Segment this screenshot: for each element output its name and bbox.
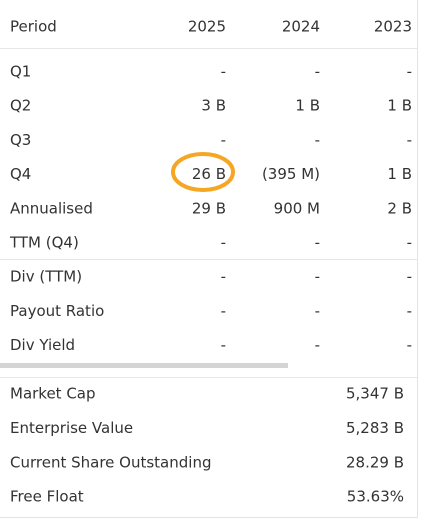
row-label: Q2 [10,97,31,115]
summary-value: 5,283 B [346,419,404,437]
cell-value: - [315,234,320,252]
column-header: Period [10,18,57,36]
cell-value: - [221,336,226,354]
cell-value: - [315,63,320,81]
summary-label: Free Float [10,488,84,506]
summary-value: 28.29 B [346,453,404,471]
cell-value: - [221,131,226,149]
cell-value: - [221,302,226,320]
cell-value: - [221,63,226,81]
summary-label: Current Share Outstanding [10,453,211,471]
cell-value: - [407,131,412,149]
cell-value: - [315,302,320,320]
column-header: 2023 [374,18,412,36]
cell-value: 900 M [274,199,320,217]
column-header: 2024 [282,18,320,36]
cell-value: 2 B [387,199,412,217]
cell-value: 3 B [201,97,226,115]
cell-value: - [221,268,226,286]
highlight-circle [171,152,235,192]
cell-value: - [407,234,412,252]
row-label: TTM (Q4) [9,234,79,252]
cell-value: - [315,336,320,354]
cell-value: 26 B [192,165,226,183]
cell-value: - [221,234,226,252]
row-label: Q3 [10,131,31,149]
summary-label: Market Cap [10,385,96,403]
row-label: Div Yield [10,336,75,354]
cell-value: - [315,268,320,286]
row-label: Div (TTM) [10,268,82,286]
cell-value: - [407,302,412,320]
summary-label: Enterprise Value [10,419,133,437]
cell-value: 1 B [387,97,412,115]
cell-value: - [407,336,412,354]
row-label: Q1 [10,63,31,81]
row-label: Payout Ratio [10,302,104,320]
cell-value: 29 B [192,199,226,217]
scrollbar[interactable] [0,363,288,368]
cell-value: 1 B [387,165,412,183]
summary-value: 5,347 B [346,385,404,403]
cell-value: 1 B [295,97,320,115]
cell-value: - [315,131,320,149]
cell-value: - [407,268,412,286]
row-label: Q4 [10,165,31,183]
cell-value: - [407,63,412,81]
cell-value: (395 M) [262,165,320,183]
row-label: Annualised [10,199,93,217]
column-header: 2025 [188,18,226,36]
summary-value: 53.63% [347,488,404,506]
